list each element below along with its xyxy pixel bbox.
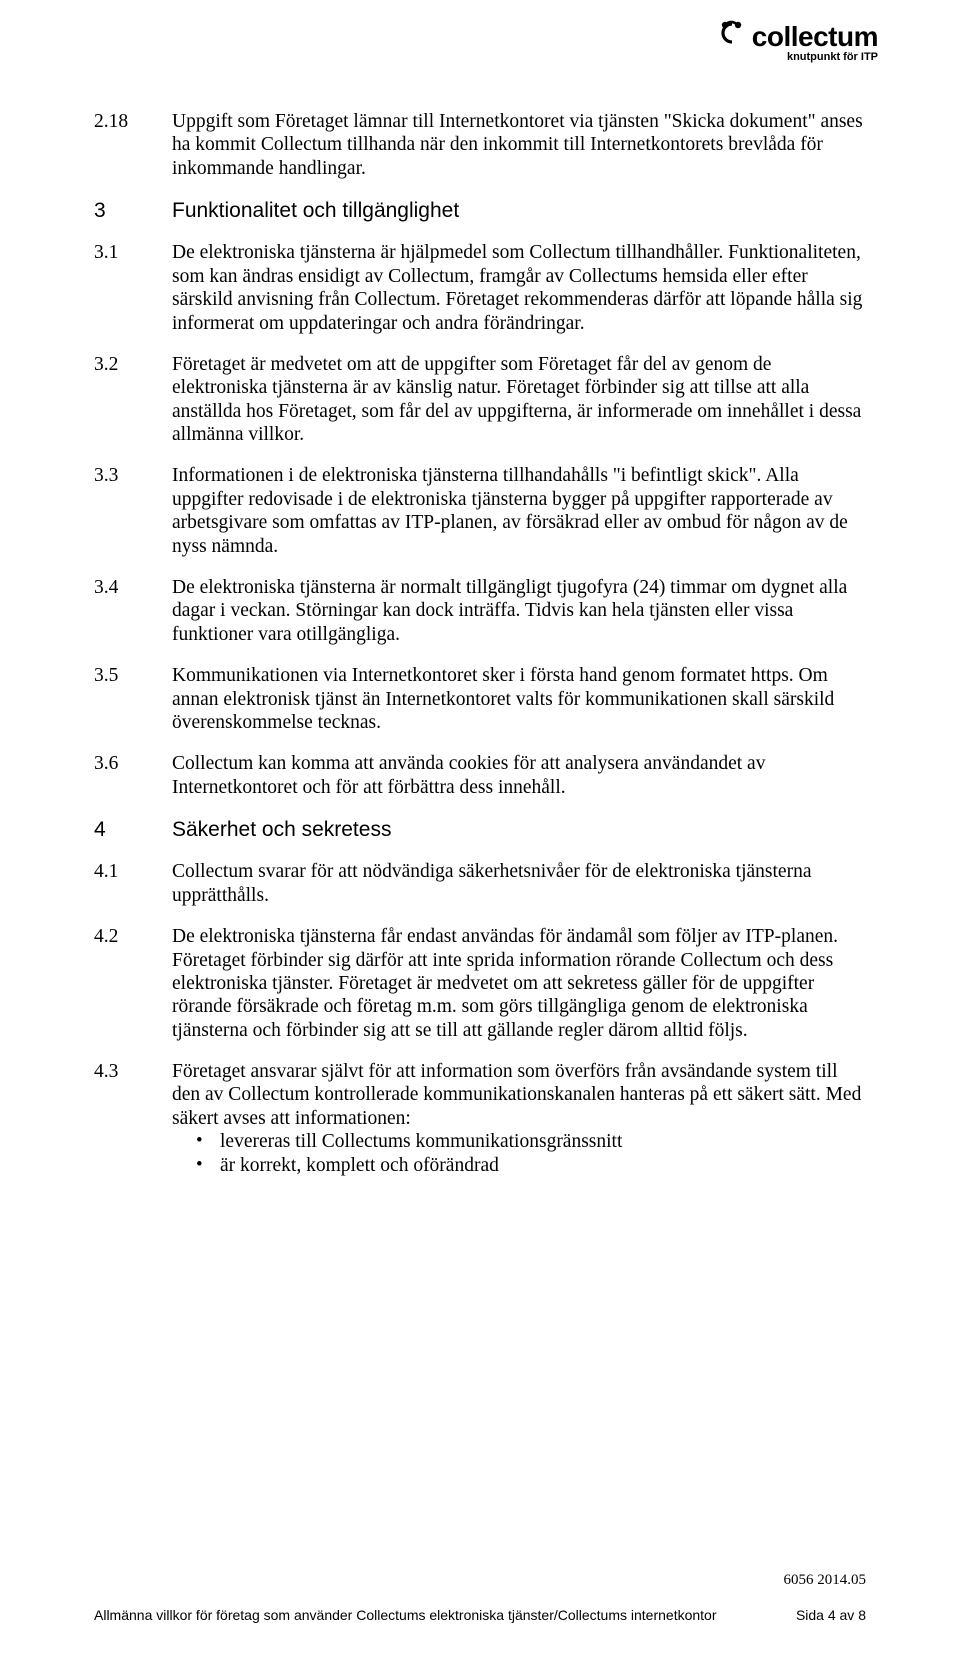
clause-number: 3.2 (94, 353, 172, 447)
clause-text: Collectum svarar för att nödvändiga säke… (172, 860, 866, 907)
clause-number: 2.18 (94, 110, 172, 180)
logo-text: collectum (752, 21, 878, 53)
heading-number: 4 (94, 817, 172, 842)
clause-text: Kommunikationen via Internetkontoret ske… (172, 664, 866, 734)
page-footer: 6056 2014.05 Allmänna villkor för företa… (94, 1572, 866, 1623)
document-body: 2.18 Uppgift som Företaget lämnar till I… (94, 110, 866, 1177)
section-heading-3: 3 Funktionalitet och tillgänglighet (94, 198, 866, 223)
clause-number: 3.6 (94, 752, 172, 799)
clause-4-3: 4.3 Företaget ansvarar självt för att in… (94, 1060, 866, 1177)
bullet-list: levereras till Collectums kommunikations… (172, 1130, 866, 1177)
clause-3-2: 3.2 Företaget är medvetet om att de uppg… (94, 353, 866, 447)
clause-text: Företaget ansvarar självt för att inform… (172, 1060, 866, 1177)
clause-text: Företaget är medvetet om att de uppgifte… (172, 353, 866, 447)
clause-text: De elektroniska tjänsterna får endast an… (172, 925, 866, 1042)
list-item: levereras till Collectums kommunikations… (182, 1130, 866, 1153)
clause-3-6: 3.6 Collectum kan komma att använda cook… (94, 752, 866, 799)
logo-icon (716, 20, 748, 53)
clause-text: De elektroniska tjänsterna är normalt ti… (172, 576, 866, 646)
list-item: är korrekt, komplett och oförändrad (182, 1154, 866, 1177)
document-id: 6056 2014.05 (94, 1572, 866, 1589)
clause-2-18: 2.18 Uppgift som Företaget lämnar till I… (94, 110, 866, 180)
clause-3-1: 3.1 De elektroniska tjänsterna är hjälpm… (94, 241, 866, 335)
clause-3-5: 3.5 Kommunikationen via Internetkontoret… (94, 664, 866, 734)
clause-3-3: 3.3 Informationen i de elektroniska tjän… (94, 464, 866, 558)
heading-number: 3 (94, 198, 172, 223)
clause-number: 3.3 (94, 464, 172, 558)
clause-text: Uppgift som Företaget lämnar till Intern… (172, 110, 866, 180)
clause-intro: Företaget ansvarar självt för att inform… (172, 1061, 861, 1129)
clause-number: 4.2 (94, 925, 172, 1042)
heading-text: Säkerhet och sekretess (172, 817, 866, 842)
section-heading-4: 4 Säkerhet och sekretess (94, 817, 866, 842)
company-logo: collectum knutpunkt för ITP (716, 20, 878, 63)
clause-text: De elektroniska tjänsterna är hjälpmedel… (172, 241, 866, 335)
clause-text: Collectum kan komma att använda cookies … (172, 752, 866, 799)
clause-number: 3.4 (94, 576, 172, 646)
footer-line: Allmänna villkor för företag som använde… (94, 1607, 866, 1623)
clause-4-1: 4.1 Collectum svarar för att nödvändiga … (94, 860, 866, 907)
clause-number: 4.3 (94, 1060, 172, 1177)
clause-4-2: 4.2 De elektroniska tjänsterna får endas… (94, 925, 866, 1042)
document-page: collectum knutpunkt för ITP 2.18 Uppgift… (0, 0, 960, 1671)
clause-number: 3.1 (94, 241, 172, 335)
footer-title: Allmänna villkor för företag som använde… (94, 1607, 717, 1623)
clause-number: 4.1 (94, 860, 172, 907)
page-number: Sida 4 av 8 (796, 1607, 866, 1623)
clause-3-4: 3.4 De elektroniska tjänsterna är normal… (94, 576, 866, 646)
clause-number: 3.5 (94, 664, 172, 734)
clause-text: Informationen i de elektroniska tjänster… (172, 464, 866, 558)
heading-text: Funktionalitet och tillgänglighet (172, 198, 866, 223)
logo-wordmark: collectum (716, 20, 878, 53)
